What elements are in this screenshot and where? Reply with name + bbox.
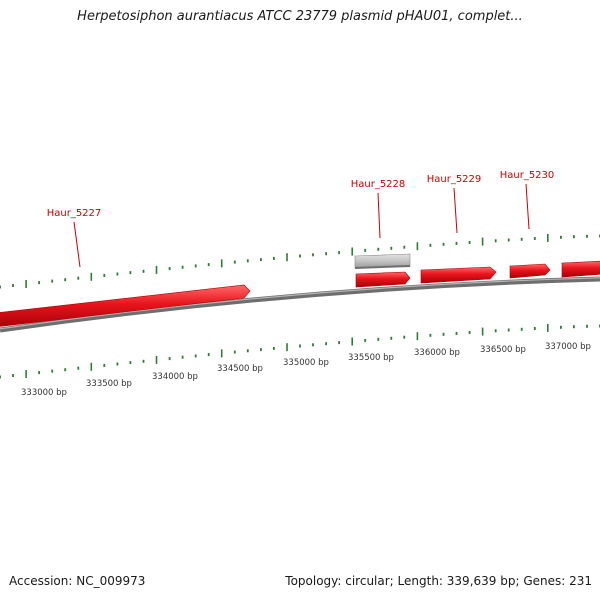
inner-tick-row	[0, 323, 600, 379]
gene-haur-5230[interactable]	[509, 263, 551, 279]
leader-haur-5230	[525, 183, 530, 230]
position-label: 333500 bp	[86, 379, 132, 389]
position-label: 333000 bp	[21, 388, 67, 398]
gene-label[interactable]: Haur_5228	[351, 179, 406, 190]
leader-haur-5228	[377, 192, 381, 239]
leader-haur-5227	[73, 221, 81, 268]
accession-label: Accession: NC_009973	[9, 574, 146, 588]
position-label: 335000 bp	[283, 358, 329, 368]
outer-tick-row	[0, 233, 600, 289]
gene-label[interactable]: Haur_5230	[500, 170, 555, 181]
gene-label[interactable]: Haur_5229	[427, 174, 482, 185]
position-label: 334500 bp	[217, 364, 263, 374]
position-label: 336500 bp	[480, 345, 526, 355]
gene-haur-5228[interactable]	[355, 271, 411, 288]
genome-summary-label: Topology: circular; Length: 339,639 bp; …	[285, 574, 592, 588]
position-label: 335500 bp	[348, 353, 394, 363]
position-label: 334000 bp	[152, 372, 198, 382]
map-title: Herpetosiphon aurantiacus ATCC 23779 pla…	[77, 9, 523, 24]
position-label: 336000 bp	[414, 348, 460, 358]
position-label: 337000 bp	[545, 342, 591, 352]
leader-haur-5229	[453, 187, 458, 234]
gene-label[interactable]: Haur_5227	[47, 208, 102, 219]
gene-haur-5229[interactable]	[420, 266, 497, 284]
gene-partial-right[interactable]	[561, 260, 600, 278]
backbone-arc	[0, 276, 600, 333]
gene-haur-5227[interactable]	[0, 284, 251, 327]
